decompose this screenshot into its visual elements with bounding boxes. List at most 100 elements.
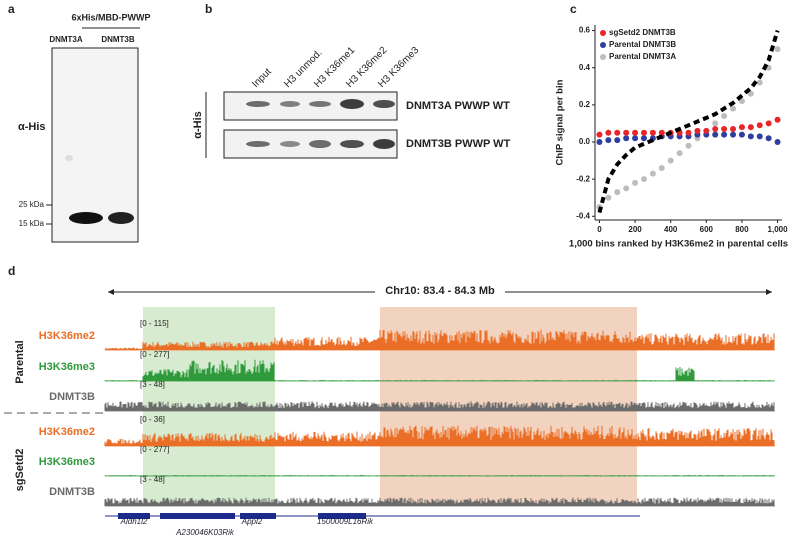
point bbox=[774, 46, 781, 53]
track-signal bbox=[104, 425, 775, 446]
track-range: [3 - 48] bbox=[140, 475, 165, 484]
band bbox=[65, 155, 73, 161]
y-tick-label: 0.2 bbox=[579, 100, 591, 109]
gene bbox=[160, 513, 235, 519]
point bbox=[738, 98, 745, 105]
point bbox=[721, 113, 728, 119]
group-label: Parental bbox=[14, 340, 26, 383]
point bbox=[756, 79, 763, 86]
track-signal bbox=[104, 401, 775, 411]
legend-swatch bbox=[600, 30, 606, 36]
x-axis-label: 1,000 bins ranked by H3K36me2 in parenta… bbox=[569, 239, 788, 250]
band bbox=[340, 99, 364, 109]
bands bbox=[246, 99, 395, 149]
point bbox=[730, 126, 737, 132]
point bbox=[712, 131, 719, 138]
lane-label: DNMT3B bbox=[101, 35, 135, 44]
point bbox=[765, 120, 772, 127]
region-label: Chr10: 83.4 - 84.3 Mb bbox=[385, 285, 495, 297]
point bbox=[721, 126, 728, 132]
row-label: DNMT3A PWWP WT bbox=[406, 100, 510, 112]
lane-label: Input bbox=[250, 66, 274, 90]
point bbox=[685, 142, 692, 149]
band bbox=[280, 141, 300, 147]
track-name: DNMT3B bbox=[49, 486, 95, 498]
track-range: [0 - 277] bbox=[140, 350, 169, 359]
track-signal bbox=[104, 497, 775, 506]
track-name: H3K36me3 bbox=[39, 456, 95, 468]
point bbox=[640, 135, 647, 142]
panel-label: d bbox=[8, 264, 15, 278]
blot bbox=[51, 47, 139, 243]
track-range: [0 - 115] bbox=[140, 319, 169, 328]
band bbox=[373, 100, 395, 108]
point bbox=[623, 129, 630, 136]
gene-name: Aldh1l2 bbox=[120, 517, 148, 526]
legend-swatch bbox=[600, 54, 606, 60]
point bbox=[738, 131, 745, 138]
blot-title: 6xHis/MBD-PWWP bbox=[71, 12, 150, 22]
gene-name: 1500009L16Rik bbox=[317, 517, 374, 526]
antibody-label: α-His bbox=[192, 111, 204, 139]
y-axis-label: ChIP signal per bin bbox=[555, 79, 566, 165]
genes bbox=[118, 513, 366, 519]
x-tick-label: 600 bbox=[700, 225, 714, 234]
point bbox=[685, 129, 692, 136]
y-tick-label: 0.4 bbox=[579, 63, 591, 72]
row-label: DNMT3B PWWP WT bbox=[406, 138, 511, 150]
gene bbox=[240, 513, 276, 519]
point bbox=[596, 131, 603, 138]
point bbox=[640, 176, 647, 183]
point bbox=[605, 137, 612, 144]
legend-label: Parental DNMT3A bbox=[609, 52, 676, 61]
band bbox=[309, 140, 331, 148]
legend-label: Parental DNMT3B bbox=[609, 40, 676, 49]
band bbox=[309, 101, 331, 107]
point bbox=[623, 135, 630, 142]
gene bbox=[118, 513, 150, 519]
label-bg bbox=[375, 283, 505, 299]
point bbox=[596, 139, 603, 145]
lane-label: DNMT3A bbox=[49, 35, 83, 44]
x-tick-label: 200 bbox=[628, 225, 642, 234]
point bbox=[632, 135, 639, 142]
point bbox=[756, 133, 763, 140]
point bbox=[632, 179, 639, 186]
x-tick-label: 800 bbox=[735, 225, 749, 234]
point bbox=[667, 157, 674, 164]
point bbox=[614, 137, 621, 144]
panel-label: a bbox=[8, 2, 15, 16]
band bbox=[373, 139, 395, 149]
antibody-label: α-His bbox=[18, 121, 46, 133]
panel-label: b bbox=[205, 2, 212, 16]
gene-name: Appl2 bbox=[241, 517, 263, 526]
point bbox=[712, 126, 719, 132]
point bbox=[632, 129, 639, 136]
track-name: DNMT3B bbox=[49, 391, 95, 403]
point bbox=[649, 129, 656, 136]
point bbox=[605, 129, 612, 136]
y-tick-label: -0.4 bbox=[576, 211, 590, 220]
gene-name: A230046K03Rik bbox=[175, 528, 235, 537]
band bbox=[340, 140, 364, 148]
y-tick-label: 0.0 bbox=[579, 137, 591, 146]
legend-label: sgSetd2 DNMT3B bbox=[609, 28, 676, 37]
point bbox=[774, 116, 781, 123]
point bbox=[747, 133, 754, 140]
x-tick-label: 0 bbox=[597, 225, 602, 234]
y-tick-label: 0.6 bbox=[579, 26, 591, 35]
track-name: H3K36me2 bbox=[39, 426, 95, 438]
point bbox=[614, 129, 621, 136]
panel-label: c bbox=[570, 2, 577, 16]
gene bbox=[318, 513, 366, 519]
x-tick-label: 1,000 bbox=[768, 225, 789, 234]
legend-swatch bbox=[600, 42, 606, 48]
marker-label: 25 kDa bbox=[19, 200, 45, 209]
band bbox=[246, 101, 270, 107]
point bbox=[623, 185, 630, 192]
point bbox=[703, 127, 710, 134]
point bbox=[765, 135, 772, 142]
point bbox=[730, 131, 737, 138]
point bbox=[774, 139, 781, 145]
